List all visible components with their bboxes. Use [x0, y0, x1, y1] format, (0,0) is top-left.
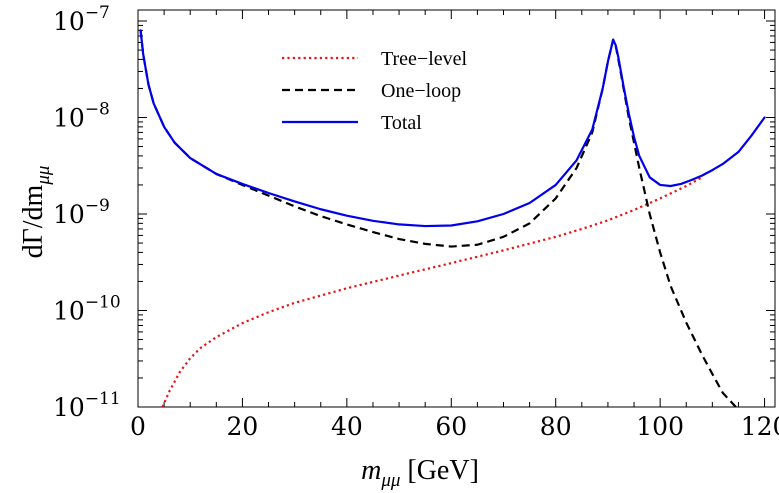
y-tick-label-base: 10	[53, 103, 85, 132]
y-axis-label: dΓ/dmμμ	[18, 166, 54, 259]
x-tick-label: 100	[636, 412, 684, 441]
y-tick-label-base: 10	[53, 7, 85, 36]
y-tick-label: 10−7	[53, 3, 110, 36]
x-axis-label-suffix: [GeV]	[400, 455, 479, 486]
plot-frame	[137, 9, 776, 408]
y-tick-label: 10−11	[53, 389, 121, 422]
legend-label: One−loop	[381, 80, 461, 102]
x-axis-label-main: m	[361, 455, 381, 486]
x-tick-label: 120	[741, 412, 779, 441]
y-axis-label-main: dΓ/dm	[18, 184, 49, 258]
series-line-tree-level	[161, 176, 703, 407]
plot-series	[139, 29, 766, 407]
y-axis-label-sub: μμ	[33, 166, 54, 186]
y-tick-label: 10−10	[53, 292, 121, 325]
y-tick-label-exponent: −10	[85, 292, 121, 312]
x-tick-label: 20	[227, 412, 259, 441]
x-tick-label: 80	[540, 412, 572, 441]
legend-label: Tree−level	[381, 48, 468, 70]
x-axis-label: mμμ [GeV]	[361, 455, 479, 491]
y-tick-label-base: 10	[53, 393, 85, 422]
series-line-total	[139, 29, 766, 228]
legend: Tree−level One−loop Total	[282, 48, 468, 134]
legend-label: Total	[381, 112, 422, 134]
y-tick-label-base: 10	[53, 200, 85, 229]
x-axis-label-sub: μμ	[380, 470, 400, 491]
y-tick-label-exponent: −9	[85, 196, 110, 216]
y-tick-label-exponent: −8	[85, 99, 110, 119]
y-tick-label: 10−9	[53, 196, 110, 229]
y-tick-label-exponent: −11	[85, 389, 121, 409]
y-tick-label-exponent: −7	[85, 3, 110, 23]
y-tick-label-base: 10	[53, 296, 85, 325]
x-tick-label: 60	[435, 412, 467, 441]
y-tick-label: 10−8	[53, 99, 110, 132]
x-tick-label: 0	[130, 412, 146, 441]
x-tick-label: 40	[331, 412, 363, 441]
